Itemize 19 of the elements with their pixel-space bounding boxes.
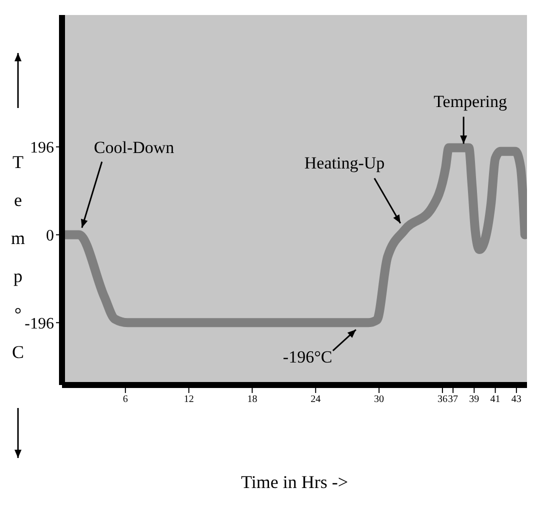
annotation: Tempering: [434, 92, 508, 111]
annotation: -196°C: [282, 348, 332, 367]
y-axis-title: Temp°C: [10, 152, 26, 362]
x-tick-label: 30: [374, 394, 384, 406]
x-tick-label: 39: [469, 394, 480, 406]
x-tick-label: 18: [247, 394, 258, 406]
x-tick-label: 6: [122, 394, 128, 406]
y-tick-label: 196: [30, 140, 54, 157]
annotation: Heating-Up: [304, 153, 385, 172]
y-tick-label: 0: [46, 227, 54, 244]
x-tick-label: 41: [490, 394, 500, 406]
x-tick-label: 37: [448, 394, 458, 406]
annotation: Cool-Down: [94, 138, 175, 157]
x-tick-label: 12: [184, 394, 194, 406]
x-tick-label: 36: [437, 394, 448, 406]
x-axis-title: Time in Hrs ->: [241, 472, 348, 492]
y-tick-label: -196: [24, 315, 54, 332]
x-tick-label: 43: [511, 394, 522, 406]
x-tick-label: 24: [310, 394, 321, 406]
